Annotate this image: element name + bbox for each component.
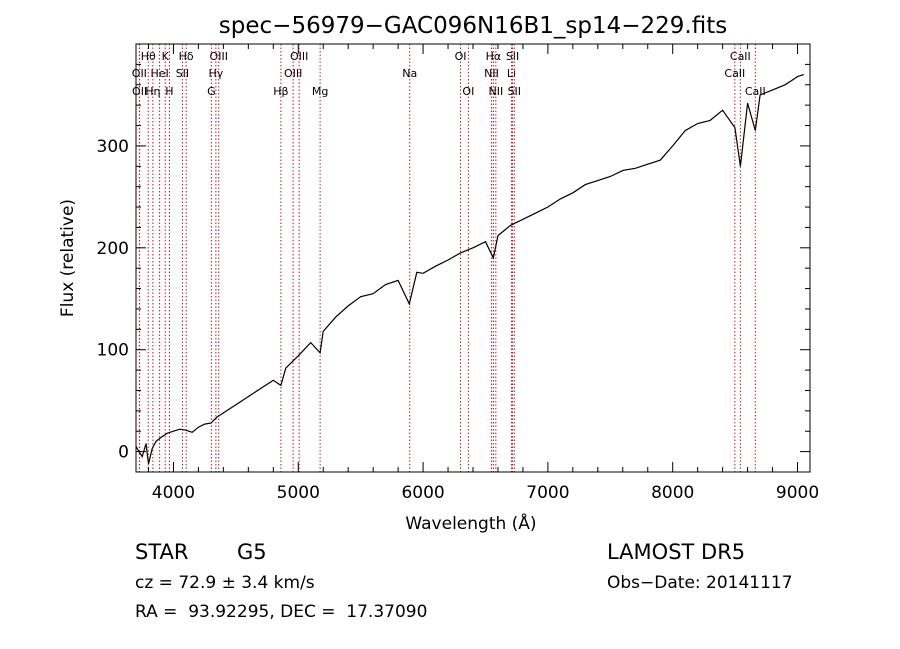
spectral-line-label: SII	[176, 67, 189, 80]
object-class: STAR	[135, 540, 189, 564]
x-tick-label: 8000	[651, 483, 694, 503]
spectral-line-label: OI	[462, 85, 474, 98]
x-tick-label: 4000	[152, 483, 195, 503]
spectral-line-label: Mg	[312, 85, 328, 98]
y-tick-label: 100	[97, 341, 129, 361]
y-tick-label: 0	[118, 443, 129, 463]
redshift-info: cz = 72.9 ± 3.4 km/s	[135, 573, 315, 593]
survey-name: LAMOST DR5	[607, 540, 746, 564]
spectral-line-label: Hγ	[208, 67, 223, 80]
coordinates: RA = 93.92295, DEC = 17.37090	[135, 602, 428, 622]
spectral-line-label: NII	[488, 85, 503, 98]
y-tick-label: 200	[97, 239, 129, 259]
spectral-line-label: Na	[402, 67, 417, 80]
spectral-line-label: OIII	[210, 50, 228, 63]
spectral-line-label: OIII	[284, 67, 302, 80]
spectral-line-label: SII	[508, 85, 521, 98]
spectral-line-label: SII	[506, 50, 519, 63]
spectral-line-label: Hη	[145, 85, 160, 98]
observation-date: Obs−Date: 20141117	[607, 573, 793, 593]
spectral-line-label: NII	[484, 67, 499, 80]
spectral-line-label: HeI	[150, 67, 168, 80]
x-tick-label: 5000	[277, 483, 320, 503]
object-subclass: G5	[237, 540, 267, 564]
spectral-line-label: Li	[507, 67, 516, 80]
chart-title: spec−56979−GAC096N16B1_sp14−229.fits	[219, 13, 727, 39]
y-axis-label: Flux (relative)	[58, 199, 78, 317]
spectral-line-label: OI	[455, 50, 467, 63]
spectral-line-label: CaII	[724, 67, 745, 80]
spectral-line-label: H	[165, 85, 173, 98]
spectral-line-label: OIII	[290, 50, 308, 63]
y-tick-label: 300	[97, 137, 129, 157]
x-tick-label: 9000	[776, 483, 819, 503]
spectral-line-label: Hδ	[179, 50, 194, 63]
spectral-line-label: G	[207, 85, 216, 98]
spectral-line-label: CaII	[730, 50, 751, 63]
x-axis-label: Wavelength (Å)	[405, 512, 536, 534]
spectral-line-label: CaII	[745, 85, 766, 98]
spectral-line-label: Hθ	[141, 50, 156, 63]
spectral-line-label: Hα	[486, 50, 502, 63]
axis-ticks: 4000 5000 6000 7000 8000 9000 0 100 200 300	[97, 44, 819, 503]
plot-frame	[135, 43, 811, 473]
spectral-line-label: K	[162, 50, 170, 63]
spectrum-line	[135, 74, 804, 464]
spectrum-series	[135, 74, 804, 464]
x-tick-label: 6000	[401, 483, 444, 503]
x-tick-label: 7000	[526, 483, 569, 503]
spectral-line-label: Hβ	[273, 85, 288, 98]
